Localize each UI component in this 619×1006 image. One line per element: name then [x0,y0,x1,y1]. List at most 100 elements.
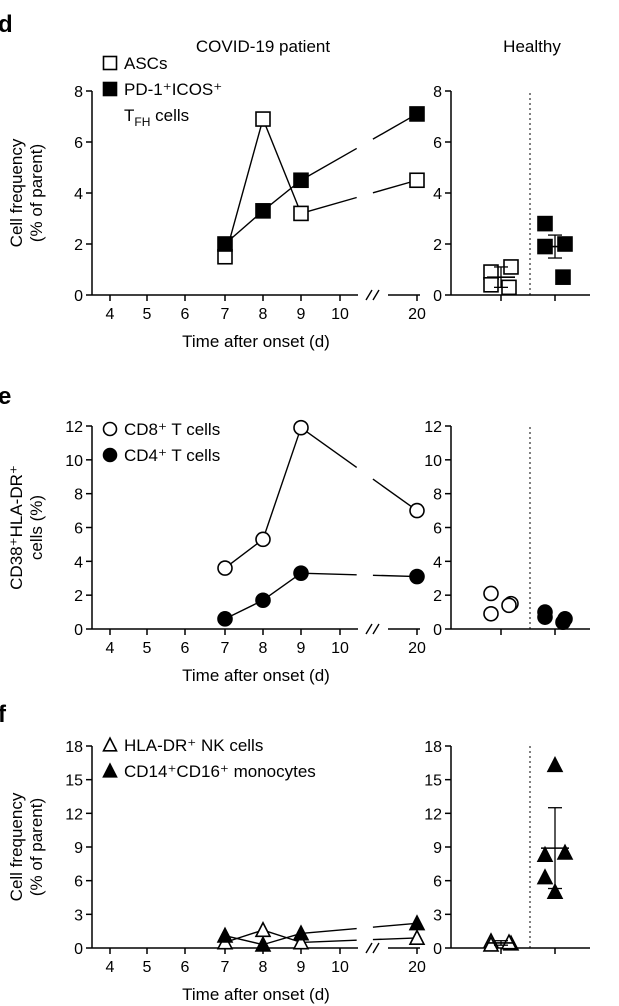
panel-f-data-point [292,933,310,950]
panel-f-series-line [300,927,357,935]
panel-d-healthy-point [555,269,571,285]
panel-d-series-line [224,118,264,257]
panel-f-y-tick-label: 15 [65,773,83,790]
panel-e-series-line [224,538,264,569]
panel-e-y-tick-label: 4 [74,554,83,571]
panel-e-y-label: cells (%) [27,495,46,560]
panel-d-legend-marker [102,81,118,97]
panel-e-series-line [262,427,302,540]
panel-f-x-tick-label: 5 [143,959,152,976]
panel-e-x-tick-label: 4 [106,640,115,657]
panel-f-data-point [292,924,310,941]
panel-f-series-line [224,934,264,946]
panel-f-axis-break-mark [372,942,380,954]
panel-f-legend-label: CD14⁺CD16⁺ monocytes [124,762,316,781]
panel-d-x-tick-label: 8 [259,306,268,323]
panel-e-axis-break-mark [372,623,380,635]
panel-f-data-point [408,914,426,931]
panel-d-legend-label: TFH cells [124,106,189,129]
panel-f-data-point [254,920,272,938]
panel-e-healthy-y-tick-label: 10 [424,453,442,470]
panel-f-y-tick-label: 3 [74,907,83,924]
panel-e-series-line [372,478,418,512]
panel-f-y-label: (% of parent) [27,798,46,896]
panel-d-y-label: Cell frequency [7,138,26,247]
panel-e-x-tick-label: 8 [259,640,268,657]
panel-d-label: d [0,11,13,38]
panel-d-x-label: Time after onset (d) [182,332,330,351]
panel-f-data-point [216,926,234,943]
panel-e-healthy-y-tick-label: 0 [433,622,442,639]
panel-f-healthy-y-tick-label: 18 [424,739,442,756]
panel-e-x-tick-label: 7 [221,640,230,657]
panel-f-series-line [372,937,418,941]
panel-f-axis-break-mark [365,942,373,954]
panel-f-series-line [300,939,357,944]
panel-e-y-tick-label: 8 [74,487,83,504]
panel-e-healthy-point [555,614,571,631]
panel-e-label: e [0,383,11,410]
panel-e-data-point [409,502,425,519]
panel-d-x-tick-label: 9 [297,306,306,323]
panel-d-y-label: (% of parent) [27,144,46,242]
panel-e-data-point [293,565,309,581]
panel-d-data-point [409,106,425,122]
panel-f-x-tick-label: 9 [297,959,306,976]
panel-e-y-tick-label: 6 [74,521,83,538]
panel-f-series-line [372,922,418,928]
panel-e-series-line [300,427,358,469]
panel-d-y-tick-label: 6 [74,135,83,152]
panel-d-data-point [293,172,309,189]
panel-f-x-tick-label: 6 [181,959,190,976]
panel-f-y-tick-label: 12 [65,806,83,823]
panel-f-x-tick-label: 10 [331,959,349,976]
panel-d-data-point [217,248,233,265]
panel-f-healthy-y-tick-label: 15 [424,773,442,790]
panel-f-legend-marker [102,762,118,778]
panel-f-healthy-point [546,756,564,773]
panel-d-data-point [409,172,425,189]
panel-d-x-tick-label: 4 [106,306,115,323]
panel-e-legend-marker [102,447,118,463]
panel-f-healthy-y-tick-label: 0 [433,941,442,958]
panel-f-x-tick-label: 20 [408,959,426,976]
panel-e-x-tick-label: 10 [331,640,349,657]
panel-e-legend-label: CD8⁺ T cells [124,420,220,439]
panel-e-axis-break-mark [365,623,373,635]
panel-f-y-tick-label: 18 [65,739,83,756]
panel-d-legend-label: PD-1⁺ICOS⁺ [124,80,222,99]
panel-f-legend-label: HLA-DR⁺ NK cells [124,736,263,755]
panel-f-y-tick-label: 6 [74,874,83,891]
panel-e-y-tick-label: 0 [74,622,83,639]
header-healthy: Healthy [503,37,561,56]
panel-d-healthy-y-tick-label: 8 [433,84,442,101]
panel-d-healthy-point [537,215,553,232]
panel-f-healthy-y-tick-label: 6 [433,874,442,891]
panel-f-healthy-y-tick-label: 12 [424,806,442,823]
panel-d-healthy-point [557,236,573,252]
panel-e-x-label: Time after onset (d) [182,666,330,685]
panel-d-healthy-y-tick-label: 2 [433,237,442,254]
panel-f-healthy-y-tick-label: 3 [433,907,442,924]
panel-e-x-tick-label: 9 [297,640,306,657]
panel-d-healthy-point [483,276,499,293]
panel-e-y-tick-label: 10 [65,453,83,470]
panel-d-x-tick-label: 10 [331,306,349,323]
panel-e-healthy-point [501,597,517,614]
header-covid-patient: COVID-19 patient [196,37,330,56]
panel-e-data-point [217,560,233,576]
panel-d-healthy-y-tick-label: 4 [433,186,442,203]
panel-d-data-point [255,203,271,219]
panel-f-data-point [408,928,426,946]
panel-d-legend-label: ASCs [124,54,167,73]
panel-d-data-point [293,205,309,222]
panel-e-data-point [255,592,271,609]
panel-e-healthy-point [483,585,499,602]
panel-d-x-tick-label: 20 [408,306,426,323]
panel-f-x-label: Time after onset (d) [182,985,330,1004]
panel-d-healthy-y-tick-label: 0 [433,288,442,305]
panel-d-y-tick-label: 2 [74,237,83,254]
panel-e-data-point [217,611,233,627]
panel-f-healthy-point [546,882,564,899]
